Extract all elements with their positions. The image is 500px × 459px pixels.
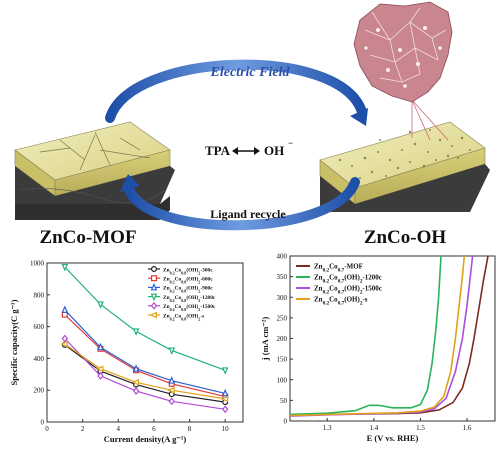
y-tick-label: 800 bbox=[34, 291, 45, 299]
series-group bbox=[61, 263, 229, 375]
x-tick-label: 1.4 bbox=[369, 424, 378, 432]
series-group bbox=[60, 340, 229, 403]
polarization-chart: 1.3 1.4 1.5 1.6 0 50 100 150 200 250 300 350 400 E (V… bbox=[260, 253, 496, 443]
series-group bbox=[61, 305, 229, 397]
x-tick-label: 1.6 bbox=[463, 424, 472, 432]
data-point bbox=[167, 386, 175, 394]
data-point bbox=[97, 342, 104, 351]
data-point bbox=[97, 301, 104, 309]
data-point bbox=[150, 282, 158, 291]
y-axis-label: j (mA cm⁻²) bbox=[260, 317, 270, 362]
legend-label: Zn0.2Co0.8(OH)2-s bbox=[163, 312, 204, 321]
legend-label: Zn0.2Co0.8(OH)2-900c bbox=[163, 285, 213, 294]
plot-frame bbox=[46, 262, 244, 423]
data-point bbox=[151, 275, 158, 282]
projection-lines bbox=[411, 99, 449, 141]
legend-label: Zn0.2Co0.8(OH)2-600c bbox=[163, 276, 213, 285]
y-tick-label: 350 bbox=[277, 273, 288, 281]
data-point bbox=[95, 365, 104, 373]
y-tick-label: 400 bbox=[34, 355, 45, 363]
x-axis-label: Current density(A g⁻¹) bbox=[104, 434, 187, 444]
capacity-chart: 0 2 4 6 8 10 0 200 400 600 800 1000 Current density(… bbox=[9, 260, 244, 444]
y-tick-label: 400 bbox=[277, 253, 288, 261]
ligand-recycle-arc bbox=[123, 177, 360, 231]
x-tick-label: 2 bbox=[81, 425, 85, 433]
oh-charge: − bbox=[288, 138, 293, 148]
data-point bbox=[61, 305, 69, 313]
x-axis-label: E (V vs. RHE) bbox=[367, 433, 419, 443]
legend-label: Zn0.2Co0.7(OH)2-1500c bbox=[314, 285, 382, 296]
data-point bbox=[168, 376, 176, 384]
data-point bbox=[221, 367, 229, 375]
data-point bbox=[222, 405, 229, 414]
electric-field-label: Electric Field bbox=[210, 65, 291, 80]
legend-label: Zn0.2Co0.8(OH)2-1200c bbox=[163, 294, 216, 303]
legend-label: Zn0.2Co0.7(OH)2-s bbox=[314, 296, 368, 307]
oh-label: OH bbox=[264, 143, 284, 158]
data-point bbox=[131, 378, 140, 386]
data-point bbox=[150, 293, 158, 302]
x-tick-label: 8 bbox=[188, 425, 192, 433]
x-tick-label: 1.5 bbox=[416, 424, 425, 432]
series-group bbox=[61, 334, 229, 414]
data-point bbox=[132, 387, 140, 395]
data-point bbox=[97, 371, 104, 380]
legend-label: Zn0.2Co0.7-MOF bbox=[314, 263, 363, 274]
y-tick-label: 600 bbox=[34, 323, 45, 331]
tpa-label: TPA bbox=[205, 143, 231, 158]
zncomof-caption: ZnCo-MOF bbox=[39, 227, 136, 248]
exchange-arrow-icon bbox=[232, 147, 260, 155]
y-tick-label: 300 bbox=[277, 294, 288, 302]
electric-field-arc bbox=[105, 59, 367, 123]
y-tick-label: 250 bbox=[277, 314, 288, 322]
data-point bbox=[221, 388, 229, 397]
data-point bbox=[61, 311, 68, 318]
y-tick-label: 1000 bbox=[30, 260, 45, 268]
data-point bbox=[149, 311, 157, 319]
x-tick-label: 1.3 bbox=[323, 424, 332, 432]
series-line bbox=[289, 255, 442, 416]
schematic-panel: Electric Field TPA OH − Ligand recycle Z… bbox=[14, 1, 490, 248]
x-tick-label: 4 bbox=[117, 425, 121, 433]
data-point bbox=[60, 340, 68, 348]
arc-bottom-arrowhead bbox=[120, 174, 140, 192]
series-line bbox=[289, 255, 466, 417]
y-tick-label: 0 bbox=[284, 418, 288, 426]
data-point bbox=[150, 301, 158, 310]
legend-label: Zn0.2Co0.8(OH)2-1500c bbox=[163, 303, 216, 312]
data-point bbox=[61, 263, 69, 272]
y-tick-label: 150 bbox=[277, 356, 288, 364]
y-tick-label: 100 bbox=[277, 376, 288, 384]
legend-label: Zn0.2Co0.8(OH)2-300c bbox=[163, 266, 213, 275]
y-tick-label: 200 bbox=[34, 387, 45, 395]
y-tick-label: 50 bbox=[280, 397, 288, 405]
data-point bbox=[132, 364, 140, 372]
x-tick-label: 10 bbox=[222, 425, 230, 433]
y-tick-label: 0 bbox=[41, 419, 45, 427]
data-point bbox=[132, 328, 140, 336]
data-point bbox=[168, 347, 176, 355]
legend-label: Zn0.2Co0.7(OH)2-1200c bbox=[314, 274, 382, 285]
y-axis-label: Specific capacity(C g⁻¹) bbox=[9, 299, 19, 385]
data-point bbox=[220, 395, 229, 403]
arc-top-arrowhead bbox=[350, 108, 368, 126]
x-tick-label: 0 bbox=[45, 425, 49, 433]
crystal-cluster bbox=[353, 1, 453, 103]
data-point bbox=[151, 266, 158, 273]
x-tick-label: 6 bbox=[152, 425, 156, 433]
ligand-recycle-label: Ligand recycle bbox=[210, 207, 286, 221]
data-point bbox=[168, 397, 175, 406]
zncooh-caption: ZnCo-OH bbox=[364, 227, 447, 248]
y-tick-label: 200 bbox=[277, 335, 288, 343]
data-point bbox=[61, 334, 68, 343]
